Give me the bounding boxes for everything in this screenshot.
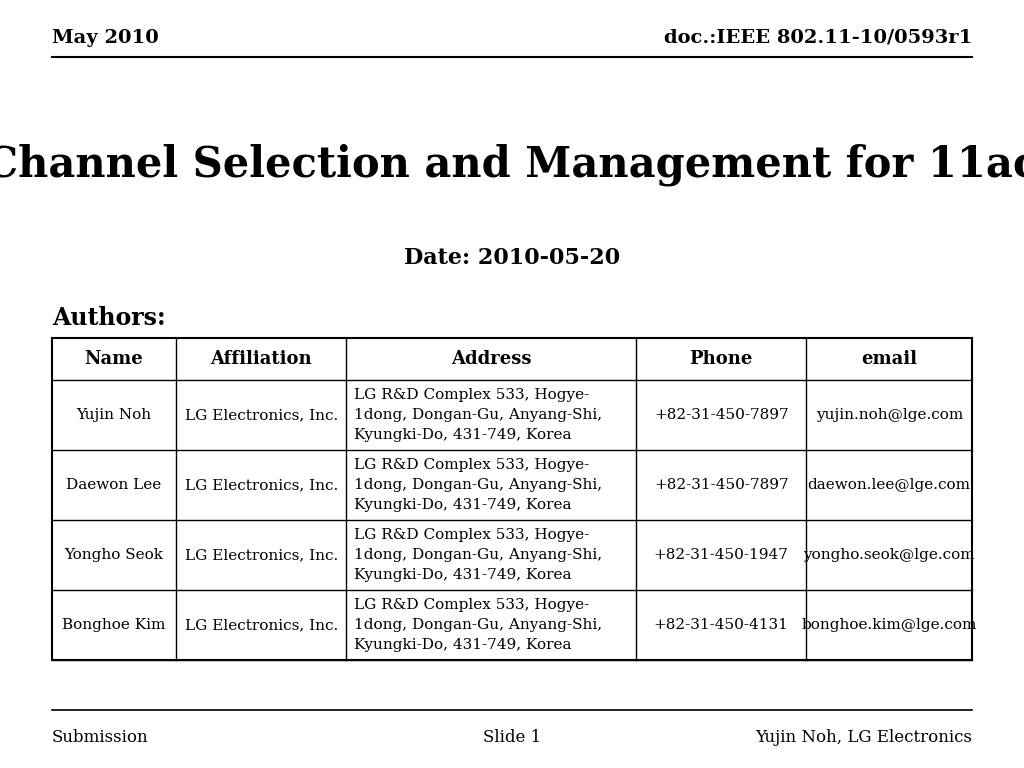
Text: doc.:IEEE 802.11-10/0593r1: doc.:IEEE 802.11-10/0593r1 <box>664 29 972 47</box>
Text: +82-31-450-4131: +82-31-450-4131 <box>654 618 788 632</box>
Text: email: email <box>861 350 918 368</box>
Text: yujin.noh@lge.com: yujin.noh@lge.com <box>815 408 963 422</box>
Text: Yujin Noh, LG Electronics: Yujin Noh, LG Electronics <box>755 730 972 746</box>
Text: Yongho Seok: Yongho Seok <box>65 548 164 562</box>
Text: Name: Name <box>85 350 143 368</box>
Text: LG R&D Complex 533, Hogye-
1dong, Dongan-Gu, Anyang-Shi,
Kyungki-Do, 431-749, Ko: LG R&D Complex 533, Hogye- 1dong, Dongan… <box>354 598 602 651</box>
Text: LG R&D Complex 533, Hogye-
1dong, Dongan-Gu, Anyang-Shi,
Kyungki-Do, 431-749, Ko: LG R&D Complex 533, Hogye- 1dong, Dongan… <box>354 528 602 581</box>
Text: bonghoe.kim@lge.com: bonghoe.kim@lge.com <box>802 618 977 632</box>
Text: Daewon Lee: Daewon Lee <box>67 478 162 492</box>
Text: May 2010: May 2010 <box>52 29 159 47</box>
Text: LG Electronics, Inc.: LG Electronics, Inc. <box>184 548 338 562</box>
Text: Slide 1: Slide 1 <box>483 730 541 746</box>
Bar <box>52 338 972 660</box>
Text: Channel Selection and Management for 11ac: Channel Selection and Management for 11a… <box>0 144 1024 187</box>
Bar <box>52 338 972 660</box>
Text: LG R&D Complex 533, Hogye-
1dong, Dongan-Gu, Anyang-Shi,
Kyungki-Do, 431-749, Ko: LG R&D Complex 533, Hogye- 1dong, Dongan… <box>354 389 602 442</box>
Text: Bonghoe Kim: Bonghoe Kim <box>62 618 166 632</box>
Text: LG Electronics, Inc.: LG Electronics, Inc. <box>184 618 338 632</box>
Text: +82-31-450-7897: +82-31-450-7897 <box>654 478 788 492</box>
Text: Address: Address <box>451 350 531 368</box>
Text: Yujin Noh: Yujin Noh <box>77 408 152 422</box>
Text: Date: 2010-05-20: Date: 2010-05-20 <box>403 247 621 269</box>
Text: +82-31-450-7897: +82-31-450-7897 <box>654 408 788 422</box>
Text: Authors:: Authors: <box>52 306 166 330</box>
Text: LG R&D Complex 533, Hogye-
1dong, Dongan-Gu, Anyang-Shi,
Kyungki-Do, 431-749, Ko: LG R&D Complex 533, Hogye- 1dong, Dongan… <box>354 458 602 511</box>
Text: +82-31-450-1947: +82-31-450-1947 <box>654 548 788 562</box>
Text: LG Electronics, Inc.: LG Electronics, Inc. <box>184 478 338 492</box>
Text: LG Electronics, Inc.: LG Electronics, Inc. <box>184 408 338 422</box>
Text: Submission: Submission <box>52 730 148 746</box>
Text: daewon.lee@lge.com: daewon.lee@lge.com <box>808 478 971 492</box>
Text: Phone: Phone <box>689 350 753 368</box>
Text: yongho.seok@lge.com: yongho.seok@lge.com <box>804 548 975 562</box>
Text: Affiliation: Affiliation <box>211 350 312 368</box>
